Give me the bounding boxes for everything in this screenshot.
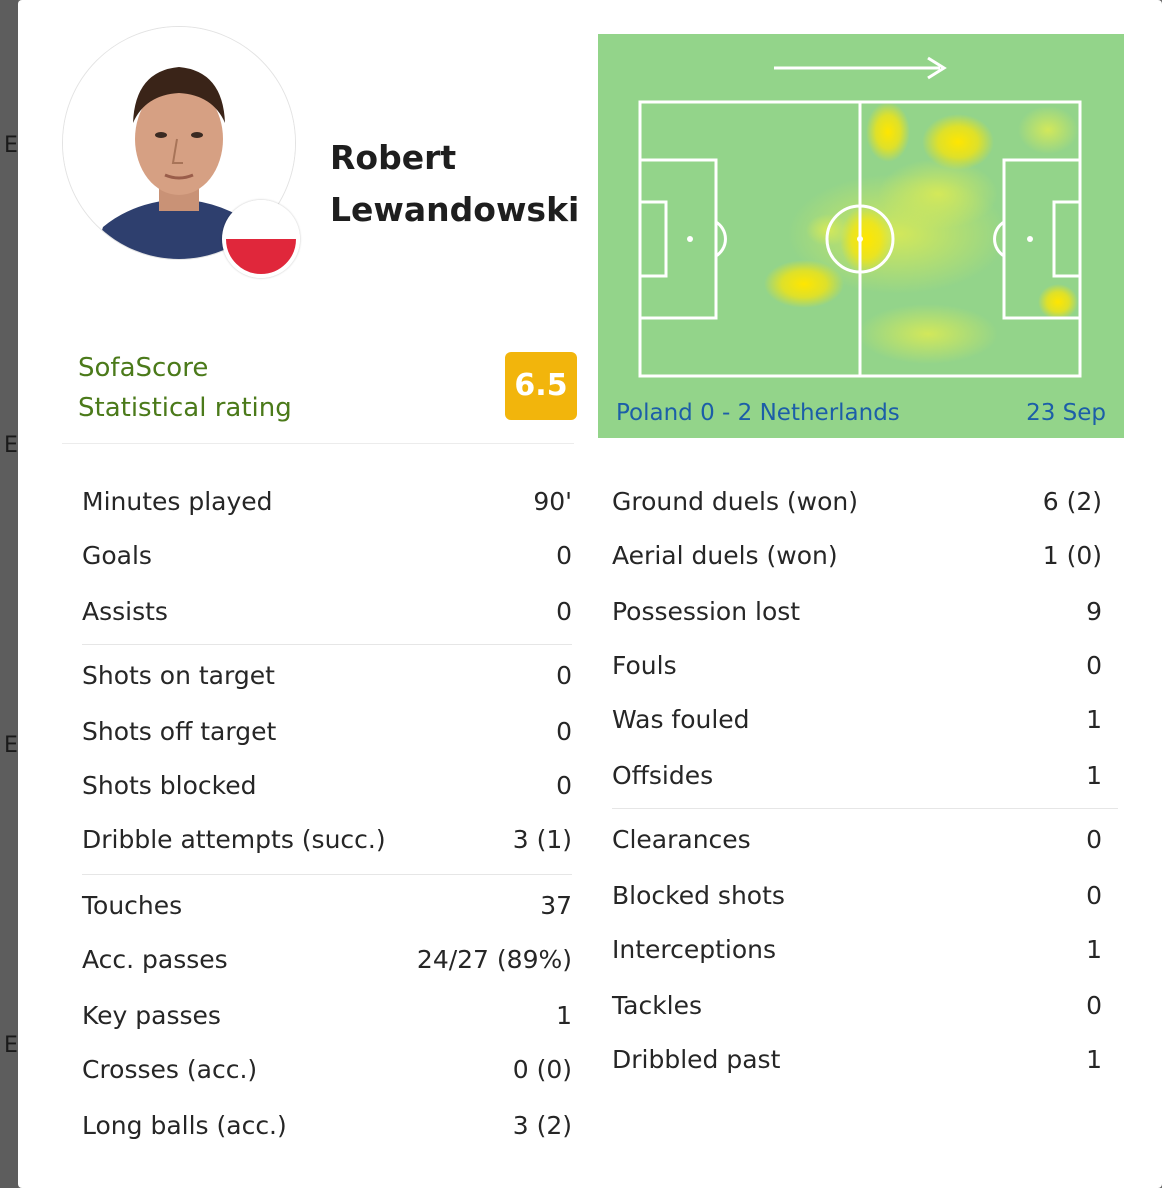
stat-row: Dribble attempts (succ.) 3 (1) [82,820,572,860]
stat-label: Key passes [82,1001,221,1030]
stat-row: Clearances 0 [612,820,1102,860]
stat-label: Aerial duels (won) [612,541,838,570]
stat-value: 3 (1) [512,825,572,854]
stat-row: Assists 0 [82,592,572,632]
stat-row: Aerial duels (won) 1 (0) [612,536,1102,576]
stat-label: Dribble attempts (succ.) [82,825,386,854]
divider [62,443,574,444]
background-letter: E [4,433,18,458]
stat-label: Assists [82,597,168,626]
stat-label: Touches [82,891,183,920]
stat-row: Goals 0 [82,536,572,576]
player-photo [63,27,295,259]
stat-value: 0 [556,771,572,800]
stat-value: 37 [540,891,572,920]
stat-label: Was fouled [612,705,750,734]
poland-flag-icon [222,200,300,278]
stat-row: Blocked shots 0 [612,876,1102,916]
stat-value: 0 [556,597,572,626]
player-name: Robert Lewandowski [330,138,580,229]
stat-row: Tackles 0 [612,986,1102,1026]
stat-label: Blocked shots [612,881,785,910]
stat-row: Touches 37 [82,886,572,926]
rating-label: SofaScore Statistical rating [78,348,398,428]
stat-row: Shots blocked 0 [82,766,572,806]
stat-row: Fouls 0 [612,646,1102,686]
heatmap-pitch [638,56,1082,378]
stat-row: Acc. passes 24/27 (89%) [82,940,572,980]
arrow-right-icon [774,56,947,80]
divider [82,644,572,645]
stat-value: 0 [1086,991,1102,1020]
stat-value: 0 (0) [512,1055,572,1084]
stat-value: 0 [1086,825,1102,854]
match-date: 23 Sep [1026,400,1106,426]
stat-label: Interceptions [612,935,777,964]
stat-value: 1 [1086,1045,1102,1074]
rating-label-line2: Statistical rating [78,393,292,423]
stat-value: 0 [1086,651,1102,680]
stat-label: Offsides [612,761,714,790]
background-letter: E [4,133,18,158]
stat-value: 6 (2) [1042,487,1102,516]
stat-label: Ground duels (won) [612,487,859,516]
stat-label: Minutes played [82,487,273,516]
stat-value: 1 (0) [1042,541,1102,570]
stat-value: 1 [1086,761,1102,790]
stat-value: 1 [556,1001,572,1030]
stat-row: Shots on target 0 [82,656,572,696]
rating-label-line1: SofaScore [78,353,209,383]
stat-value: 3 (2) [512,1111,572,1140]
player-stats-card: Robert Lewandowski SofaScore Statistical… [18,0,1162,1188]
stat-label: Shots on target [82,661,275,690]
stat-label: Acc. passes [82,945,228,974]
stat-label: Goals [82,541,152,570]
stat-label: Tackles [612,991,703,1020]
stat-label: Shots off target [82,717,277,746]
stat-value: 0 [556,717,572,746]
match-result[interactable]: Poland 0 - 2 Netherlands [616,400,900,426]
stat-row: Minutes played 90' [82,482,572,522]
stat-value: 24/27 (89%) [416,945,572,974]
stat-label: Possession lost [612,597,801,626]
stat-value: 1 [1086,705,1102,734]
stat-row: Crosses (acc.) 0 (0) [82,1050,572,1090]
stat-label: Dribbled past [612,1045,781,1074]
stat-value: 90' [533,487,572,516]
stat-row: Offsides 1 [612,756,1102,796]
stat-row: Interceptions 1 [612,930,1102,970]
stat-label: Crosses (acc.) [82,1055,258,1084]
divider [612,808,1118,809]
heatmap[interactable]: Poland 0 - 2 Netherlands 23 Sep [598,34,1124,438]
stat-value: 0 [1086,881,1102,910]
stat-row: Was fouled 1 [612,700,1102,740]
stat-row: Shots off target 0 [82,712,572,752]
player-avatar [62,26,296,260]
divider [82,874,572,875]
rating-badge: 6.5 [505,352,577,420]
stat-row: Long balls (acc.) 3 (2) [82,1106,572,1146]
stat-value: 0 [556,541,572,570]
stat-label: Long balls (acc.) [82,1111,287,1140]
stat-label: Clearances [612,825,751,854]
stat-value: 1 [1086,935,1102,964]
stat-value: 9 [1086,597,1102,626]
background-letter: E [4,1033,18,1058]
background-strip [0,0,18,1188]
stat-row: Possession lost 9 [612,592,1102,632]
stat-row: Key passes 1 [82,996,572,1036]
stat-label: Fouls [612,651,677,680]
stat-row: Ground duels (won) 6 (2) [612,482,1102,522]
stat-value: 0 [556,661,572,690]
stat-row: Dribbled past 1 [612,1040,1102,1080]
background-letter: E [4,733,18,758]
stat-label: Shots blocked [82,771,257,800]
